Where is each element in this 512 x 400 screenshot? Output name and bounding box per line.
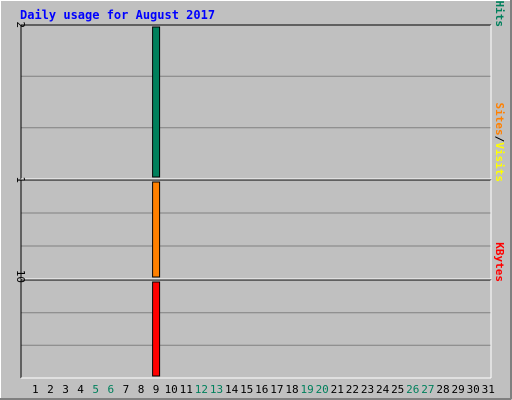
x-tick-label-day-2: 2 bbox=[47, 383, 54, 396]
x-tick-label-day-22: 22 bbox=[346, 383, 359, 396]
panel-hits-plot-area bbox=[21, 25, 491, 179]
panel-kbytes: 10 KBytes bbox=[14, 242, 506, 379]
legend-entry: / bbox=[493, 0, 506, 1]
chart-title: Daily usage for August 2017 bbox=[20, 8, 215, 22]
x-tick-label-day-17: 17 bbox=[270, 383, 283, 396]
x-axis-labels: 1 2 3 4 5 6 7 8 9 10 11 12 13 14 15 16 17 18 19 20 21 22 23 24 2… bbox=[32, 383, 495, 396]
x-tick-label-day-21: 21 bbox=[331, 383, 344, 396]
legend-entry: Hits bbox=[493, 1, 506, 28]
x-tick-label-day-19: 19 bbox=[300, 383, 313, 396]
panel-visits-plot-area bbox=[21, 180, 491, 279]
x-tick-label-day-9: 9 bbox=[153, 383, 160, 396]
legend-entry: KBytes bbox=[493, 242, 506, 282]
x-tick-label-day-1: 1 bbox=[32, 383, 39, 396]
x-tick-label-day-26: 26 bbox=[406, 383, 419, 396]
legend-entry: Visits bbox=[493, 142, 506, 182]
panel-visits-y-max-label: 1 bbox=[14, 176, 27, 183]
x-tick-label-day-25: 25 bbox=[391, 383, 404, 396]
panel-kbytes-plot-area bbox=[21, 280, 491, 378]
x-tick-label-day-15: 15 bbox=[240, 383, 253, 396]
x-tick-label-day-16: 16 bbox=[255, 383, 268, 396]
x-tick-label-day-7: 7 bbox=[123, 383, 130, 396]
x-tick-label-day-30: 30 bbox=[467, 383, 480, 396]
x-tick-label-day-20: 20 bbox=[316, 383, 329, 396]
panel-hits-y-max-label: 2 bbox=[14, 21, 27, 28]
bar-hits-day-9 bbox=[152, 26, 161, 178]
x-tick-label-day-27: 27 bbox=[421, 383, 434, 396]
panel-hits: 2 Pages/Files/Hits bbox=[14, 0, 506, 180]
panel-visits-legend: Sites/Visits bbox=[493, 103, 506, 183]
x-tick-label-day-28: 28 bbox=[436, 383, 449, 396]
panel-kbytes-y-max-label: 10 bbox=[14, 270, 27, 283]
x-tick-label-day-3: 3 bbox=[62, 383, 69, 396]
x-tick-label-day-5: 5 bbox=[92, 383, 99, 396]
x-tick-label-day-12: 12 bbox=[195, 383, 208, 396]
x-tick-label-day-31: 31 bbox=[482, 383, 495, 396]
bar-visits-day-9 bbox=[152, 181, 161, 278]
x-tick-label-day-6: 6 bbox=[107, 383, 114, 396]
x-tick-label-day-14: 14 bbox=[225, 383, 239, 396]
panel-visits: 1 Sites/Visits bbox=[14, 103, 506, 280]
x-tick-label-day-24: 24 bbox=[376, 383, 390, 396]
legend-entry: / bbox=[493, 136, 506, 143]
x-tick-label-day-18: 18 bbox=[285, 383, 298, 396]
x-tick-label-day-10: 10 bbox=[165, 383, 178, 396]
x-tick-label-day-8: 8 bbox=[138, 383, 145, 396]
x-tick-label-day-11: 11 bbox=[180, 383, 193, 396]
x-tick-label-day-23: 23 bbox=[361, 383, 374, 396]
x-tick-label-day-13: 13 bbox=[210, 383, 223, 396]
x-tick-label-day-4: 4 bbox=[77, 383, 84, 396]
bar-kbytes-day-9 bbox=[152, 281, 161, 377]
x-tick-label-day-29: 29 bbox=[451, 383, 464, 396]
panel-kbytes-legend: KBytes bbox=[493, 242, 506, 282]
panel-hits-legend: Pages/Files/Hits bbox=[493, 0, 506, 27]
legend-entry: Sites bbox=[493, 103, 506, 136]
